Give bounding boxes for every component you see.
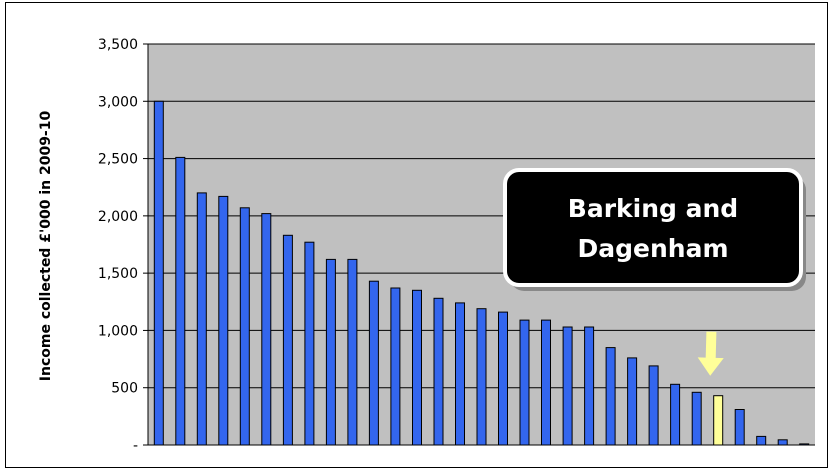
callout-text-line1: Barking and (568, 194, 738, 223)
callout-background (503, 168, 803, 287)
bar (412, 289, 422, 446)
bars (153, 100, 810, 446)
arrow-icon (697, 331, 724, 376)
bar (282, 234, 293, 446)
bar (368, 280, 379, 446)
bar (347, 258, 358, 446)
y-tick-label: 3,000 (98, 94, 138, 110)
bar (519, 319, 530, 446)
bar (562, 326, 573, 446)
bar (175, 156, 186, 446)
bar (390, 287, 401, 446)
bar (498, 311, 508, 446)
bar (756, 435, 767, 446)
bar (627, 357, 638, 446)
y-tick-label: 500 (111, 381, 138, 397)
bar (799, 443, 810, 446)
y-tick-label: 3,500 (98, 37, 138, 53)
bar (777, 439, 788, 446)
y-axis-label: Income collected £'000 in 2009-10 (38, 111, 54, 382)
bar (153, 100, 164, 446)
bar (239, 207, 250, 446)
y-tick-label: - (133, 438, 138, 454)
y-axis-ticks: - 500 1,000 1,500 2,000 2,500 3,000 3,500 (98, 37, 815, 454)
bar (196, 192, 207, 446)
bar (691, 391, 702, 446)
callout-text-line2: Dagenham (578, 234, 729, 263)
bar (455, 302, 465, 446)
bar (218, 195, 229, 446)
bar (325, 258, 336, 446)
callout-box: Barking and Dagenham (503, 168, 806, 291)
bar (605, 347, 616, 446)
y-tick-label: 2,000 (98, 209, 138, 225)
bar (734, 409, 745, 446)
bar (670, 383, 681, 446)
bar (584, 326, 595, 446)
bar (648, 365, 659, 446)
bar (541, 319, 551, 446)
y-tick-label: 1,500 (98, 266, 138, 282)
bar (304, 241, 315, 446)
y-tick-label: 2,500 (98, 152, 138, 168)
bar (476, 308, 487, 446)
arrow-pointer (697, 331, 724, 376)
bar (261, 213, 272, 446)
bar (433, 297, 444, 446)
y-tick-label: 1,000 (98, 323, 138, 339)
bar-highlighted (713, 395, 724, 446)
